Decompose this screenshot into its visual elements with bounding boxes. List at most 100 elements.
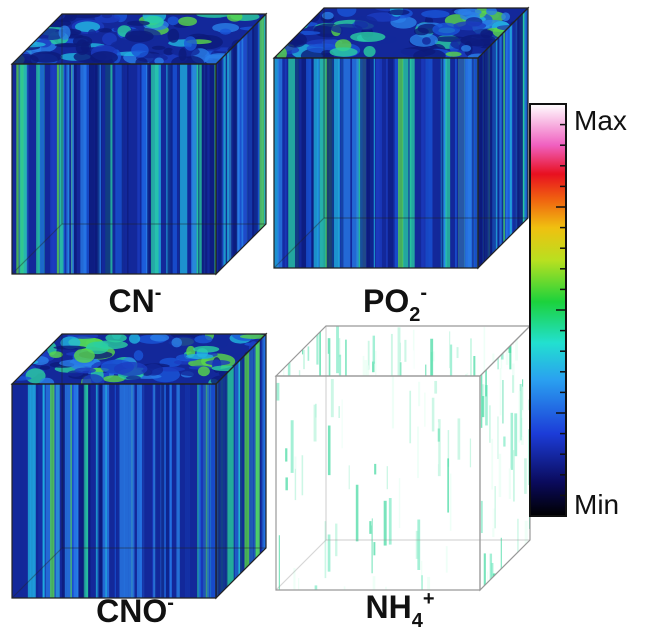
- streak: [524, 458, 527, 494]
- blob: [363, 46, 376, 57]
- blob: [151, 45, 166, 50]
- streak: [522, 411, 525, 437]
- streak: [436, 422, 439, 465]
- streak: [399, 362, 402, 376]
- streak: [136, 384, 142, 598]
- streak: [326, 353, 330, 376]
- streak: [225, 14, 228, 274]
- blob: [163, 47, 174, 56]
- streak: [394, 401, 397, 460]
- blob: [125, 375, 141, 381]
- blob: [422, 37, 431, 45]
- blob: [15, 334, 29, 342]
- streak: [314, 585, 318, 590]
- streak: [254, 334, 260, 598]
- streak: [123, 384, 129, 598]
- streak: [520, 386, 524, 445]
- streak: [179, 64, 188, 274]
- streak: [198, 384, 201, 598]
- streak: [333, 332, 335, 368]
- blob: [283, 13, 310, 26]
- blob: [30, 51, 62, 63]
- streak: [180, 384, 188, 598]
- cube-edge: [11, 223, 63, 275]
- streak: [187, 384, 193, 598]
- streak: [88, 64, 95, 274]
- streak: [332, 58, 340, 268]
- blob: [330, 23, 363, 34]
- face: [478, 8, 528, 268]
- colorbar: [529, 103, 567, 517]
- streak: [469, 438, 472, 468]
- streak: [510, 535, 513, 559]
- blob: [150, 334, 170, 342]
- streak: [19, 64, 27, 274]
- blob: [388, 9, 410, 16]
- blob: [186, 353, 214, 360]
- streak: [262, 334, 264, 598]
- face: [12, 384, 216, 598]
- streak: [391, 376, 395, 429]
- streak: [338, 406, 341, 419]
- blob: [143, 363, 164, 376]
- streak: [141, 64, 147, 274]
- streak: [294, 413, 297, 469]
- streak: [483, 553, 486, 590]
- streak: [417, 519, 421, 570]
- panel-label: CN-: [109, 282, 162, 319]
- face: [480, 326, 530, 590]
- blob: [19, 14, 49, 26]
- streak: [396, 439, 399, 473]
- streak: [409, 58, 415, 268]
- streak: [115, 64, 122, 274]
- blob: [12, 343, 27, 351]
- streak: [261, 334, 266, 598]
- streak: [466, 372, 469, 376]
- streak: [524, 8, 528, 268]
- colorbar-min: Min: [574, 489, 619, 520]
- streak: [338, 338, 341, 358]
- streak: [99, 384, 103, 598]
- blob: [286, 21, 318, 27]
- streak: [456, 347, 459, 359]
- streak: [79, 384, 85, 598]
- streak: [324, 521, 327, 579]
- panel-label: NH4+: [365, 588, 434, 628]
- streak: [83, 384, 89, 598]
- blob: [39, 365, 51, 370]
- streak: [356, 376, 359, 400]
- face: [216, 14, 266, 274]
- blob: [133, 350, 144, 361]
- blob: [82, 374, 105, 384]
- blob: [53, 345, 87, 350]
- colorbar-ticks: [556, 103, 566, 517]
- blob: [23, 14, 44, 27]
- streak: [458, 58, 465, 268]
- streak: [483, 416, 486, 474]
- streak: [491, 438, 494, 490]
- streak: [72, 64, 77, 274]
- streak: [355, 484, 359, 542]
- streak: [485, 385, 488, 426]
- streak: [402, 58, 409, 268]
- streak: [36, 64, 41, 274]
- streak: [87, 384, 91, 598]
- streak: [264, 14, 266, 274]
- streak: [385, 586, 387, 590]
- blob: [102, 32, 117, 46]
- blob: [58, 25, 71, 40]
- streak: [204, 384, 210, 598]
- blob: [413, 27, 429, 36]
- blob: [195, 29, 219, 35]
- streak: [464, 58, 472, 268]
- streak: [50, 64, 55, 274]
- streak: [313, 404, 317, 442]
- streak: [99, 64, 102, 274]
- blob: [421, 10, 450, 18]
- streak: [481, 384, 485, 418]
- blob: [21, 335, 31, 345]
- cube: [10, 332, 268, 600]
- streak: [294, 456, 297, 501]
- blob: [171, 337, 183, 348]
- blob: [337, 8, 357, 17]
